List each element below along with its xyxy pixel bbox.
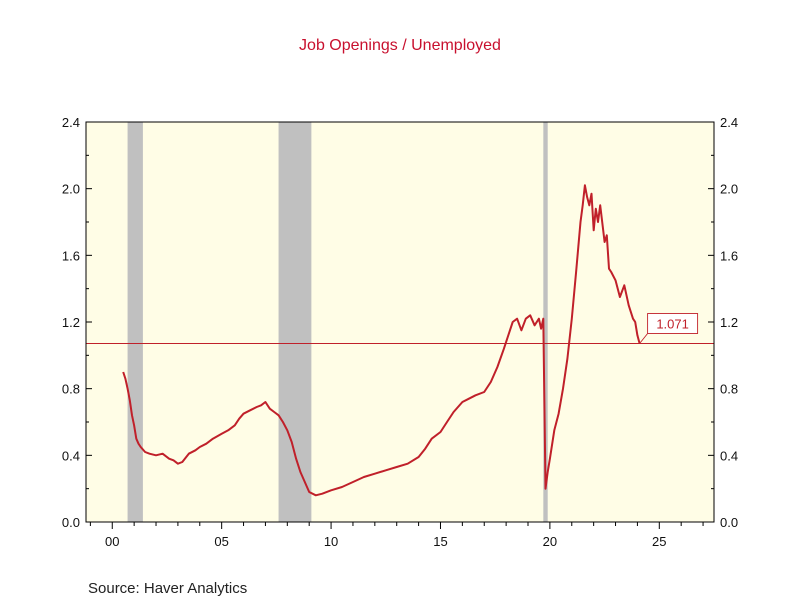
y-tick-label-right: 2.0 <box>720 182 738 197</box>
axes-group: 0.0 0.0 0.4 0.4 0.8 0.8 1.2 1.2 1.6 1.6 2.0 2.0 2.4 2… <box>62 115 738 549</box>
y-tick-label-right: 1.6 <box>720 248 738 263</box>
y-tick-label-right: 0.4 <box>720 448 738 463</box>
y-tick-label-left: 0.0 <box>62 515 80 530</box>
reference-label-text: 1.071 <box>656 317 689 332</box>
source-note: Source: Haver Analytics <box>88 580 248 597</box>
series-group <box>122 184 641 497</box>
recession-bands <box>127 122 548 522</box>
x-tick-label: 10 <box>324 534 338 549</box>
y-tick-label-right: 0.0 <box>720 515 738 530</box>
x-tick-label: 15 <box>433 534 447 549</box>
x-tick-label: 05 <box>214 534 228 549</box>
x-tick-label: 00 <box>105 534 119 549</box>
reference-label-group: 1.071 <box>639 313 699 344</box>
plot-background <box>86 122 714 522</box>
recession-band-1 <box>127 122 143 522</box>
x-tick-label: 20 <box>543 534 557 549</box>
recession-band-2 <box>278 122 312 522</box>
reference-label-box <box>647 313 699 334</box>
y-tick-label-left: 2.0 <box>62 182 80 197</box>
y-tick-label-left: 0.4 <box>62 448 80 463</box>
y-tick-label-left: 1.2 <box>62 315 80 330</box>
y-tick-label-left: 0.8 <box>62 382 80 397</box>
y-tick-label-right: 1.2 <box>720 315 738 330</box>
y-tick-label-right: 2.4 <box>720 115 738 130</box>
chart-title: Job Openings / Unemployed <box>299 37 501 54</box>
y-tick-label-right: 0.8 <box>720 382 738 397</box>
y-tick-label-left: 1.6 <box>62 248 80 263</box>
series-line-1 <box>122 184 641 497</box>
reference-label-pointer <box>639 333 648 344</box>
x-tick-label: 25 <box>652 534 666 549</box>
y-tick-label-left: 2.4 <box>62 115 80 130</box>
recession-band-3 <box>543 122 548 522</box>
